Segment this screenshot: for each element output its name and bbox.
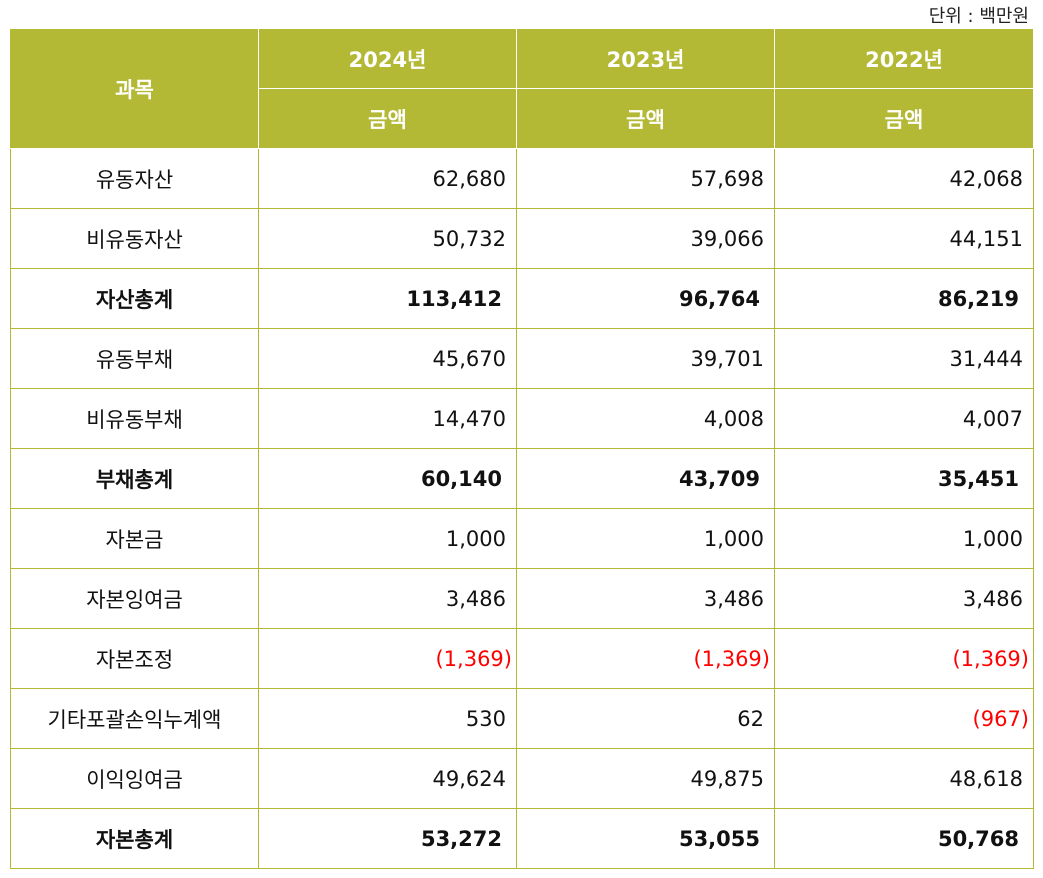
value-cell: 43,709 xyxy=(516,448,775,509)
value-cell: 39,701 xyxy=(516,328,775,389)
value-cell: 35,451 xyxy=(774,448,1034,509)
value-cell: 3,486 xyxy=(258,568,517,629)
value-cell: 3,486 xyxy=(516,568,775,629)
value-cell: 49,624 xyxy=(258,748,517,809)
value-cell: 53,055 xyxy=(516,808,775,869)
table-header: 과목 2024년 2023년 2022년 금액 금액 금액 xyxy=(10,28,1034,149)
value-cell: 45,670 xyxy=(258,328,517,389)
value-cell: 49,875 xyxy=(516,748,775,809)
header-amount-2024: 금액 xyxy=(258,88,517,149)
row-label: 자본잉여금 xyxy=(10,568,259,629)
row-label: 자본총계 xyxy=(10,808,259,869)
value-cell: 14,470 xyxy=(258,388,517,449)
table-row: 자본잉여금 3,486 3,486 3,486 xyxy=(10,568,1034,629)
value-cell: 62,680 xyxy=(258,148,517,209)
row-label: 부채총계 xyxy=(10,448,259,509)
value-cell: 53,272 xyxy=(258,808,517,869)
table-row: 유동부채 45,670 39,701 31,444 xyxy=(10,328,1034,389)
value-cell: 42,068 xyxy=(774,148,1034,209)
value-cell: 1,000 xyxy=(774,508,1034,569)
table-row: 이익잉여금 49,624 49,875 48,618 xyxy=(10,748,1034,809)
value-cell: 39,066 xyxy=(516,208,775,269)
table-row: 부채총계 60,140 43,709 35,451 xyxy=(10,448,1034,509)
value-cell: 3,486 xyxy=(774,568,1034,629)
value-cell: (1,369) xyxy=(774,628,1034,689)
table-row: 비유동부채 14,470 4,008 4,007 xyxy=(10,388,1034,449)
value-cell: 4,007 xyxy=(774,388,1034,449)
table-row: 유동자산 62,680 57,698 42,068 xyxy=(10,148,1034,209)
table-row: 자본총계 53,272 53,055 50,768 xyxy=(10,808,1034,869)
value-cell: 62 xyxy=(516,688,775,749)
table-row: 자산총계 113,412 96,764 86,219 xyxy=(10,268,1034,329)
header-year-2024: 2024년 xyxy=(258,28,517,89)
balance-sheet-table: 과목 2024년 2023년 2022년 금액 금액 금액 유동자산 62,680… xyxy=(10,28,1034,869)
row-label: 자산총계 xyxy=(10,268,259,329)
row-label: 유동자산 xyxy=(10,148,259,209)
header-year-2022: 2022년 xyxy=(774,28,1034,89)
row-label: 기타포괄손익누계액 xyxy=(10,688,259,749)
value-cell: 4,008 xyxy=(516,388,775,449)
table-row: 기타포괄손익누계액 530 62 (967) xyxy=(10,688,1034,749)
row-label: 유동부채 xyxy=(10,328,259,389)
table-row: 자본금 1,000 1,000 1,000 xyxy=(10,508,1034,569)
value-cell: (1,369) xyxy=(258,628,517,689)
table-body: 유동자산 62,680 57,698 42,068 비유동자산 50,732 39,066 4… xyxy=(10,148,1034,869)
value-cell: 50,768 xyxy=(774,808,1034,869)
value-cell: 31,444 xyxy=(774,328,1034,389)
header-amount-2022: 금액 xyxy=(774,88,1034,149)
value-cell: (1,369) xyxy=(516,628,775,689)
row-label: 자본조정 xyxy=(10,628,259,689)
value-cell: (967) xyxy=(774,688,1034,749)
value-cell: 44,151 xyxy=(774,208,1034,269)
value-cell: 50,732 xyxy=(258,208,517,269)
value-cell: 48,618 xyxy=(774,748,1034,809)
value-cell: 86,219 xyxy=(774,268,1034,329)
header-subject: 과목 xyxy=(10,28,259,149)
unit-label: 단위 : 백만원 xyxy=(928,6,1029,27)
value-cell: 60,140 xyxy=(258,448,517,509)
table-row: 비유동자산 50,732 39,066 44,151 xyxy=(10,208,1034,269)
row-label: 자본금 xyxy=(10,508,259,569)
value-cell: 1,000 xyxy=(516,508,775,569)
row-label: 비유동부채 xyxy=(10,388,259,449)
value-cell: 1,000 xyxy=(258,508,517,569)
header-amount-2023: 금액 xyxy=(516,88,775,149)
value-cell: 57,698 xyxy=(516,148,775,209)
row-label: 비유동자산 xyxy=(10,208,259,269)
value-cell: 96,764 xyxy=(516,268,775,329)
value-cell: 113,412 xyxy=(258,268,517,329)
table-row: 자본조정 (1,369) (1,369) (1,369) xyxy=(10,628,1034,689)
row-label: 이익잉여금 xyxy=(10,748,259,809)
header-year-2023: 2023년 xyxy=(516,28,775,89)
value-cell: 530 xyxy=(258,688,517,749)
